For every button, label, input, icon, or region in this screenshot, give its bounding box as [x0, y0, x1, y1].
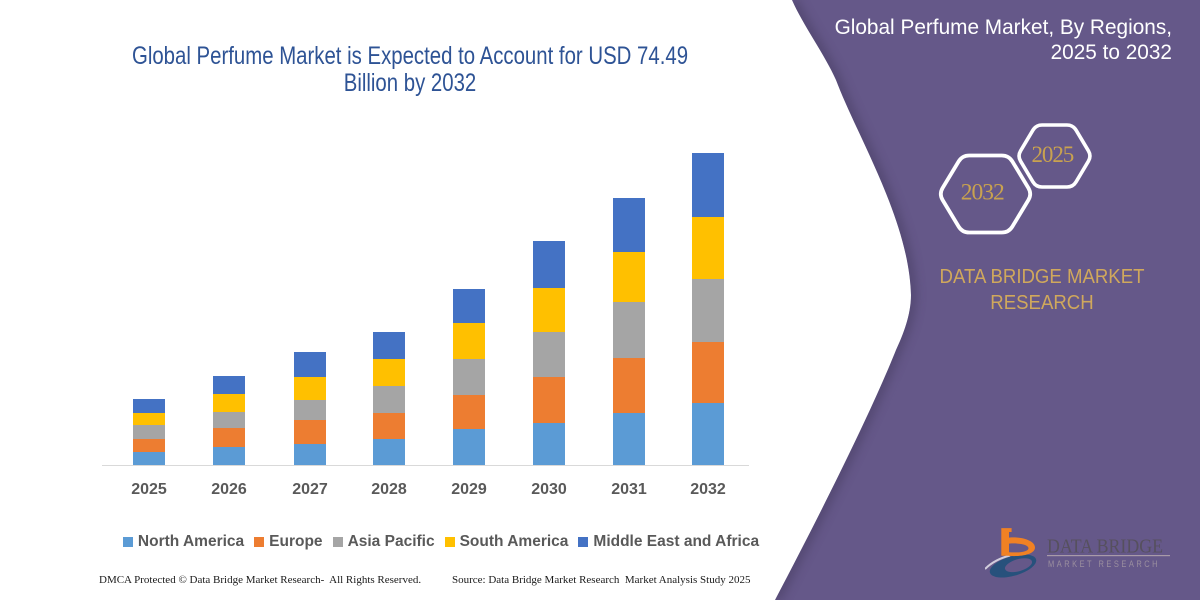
svg-text:2025: 2025 [1032, 142, 1075, 167]
svg-text:DATA BRIDGE: DATA BRIDGE [1047, 536, 1163, 558]
svg-text:2032: 2032 [961, 180, 1005, 206]
svg-text:MARKET RESEARCH: MARKET RESEARCH [1048, 559, 1160, 569]
